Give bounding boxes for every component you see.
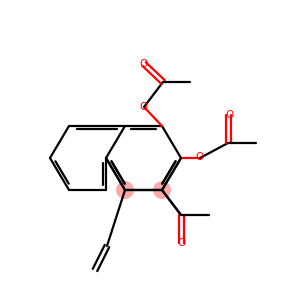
Text: O: O <box>225 110 233 120</box>
Text: O: O <box>177 238 185 248</box>
Circle shape <box>153 181 171 199</box>
Circle shape <box>116 181 134 199</box>
Text: O: O <box>139 59 147 69</box>
Text: O: O <box>139 102 147 112</box>
Text: O: O <box>196 152 204 162</box>
